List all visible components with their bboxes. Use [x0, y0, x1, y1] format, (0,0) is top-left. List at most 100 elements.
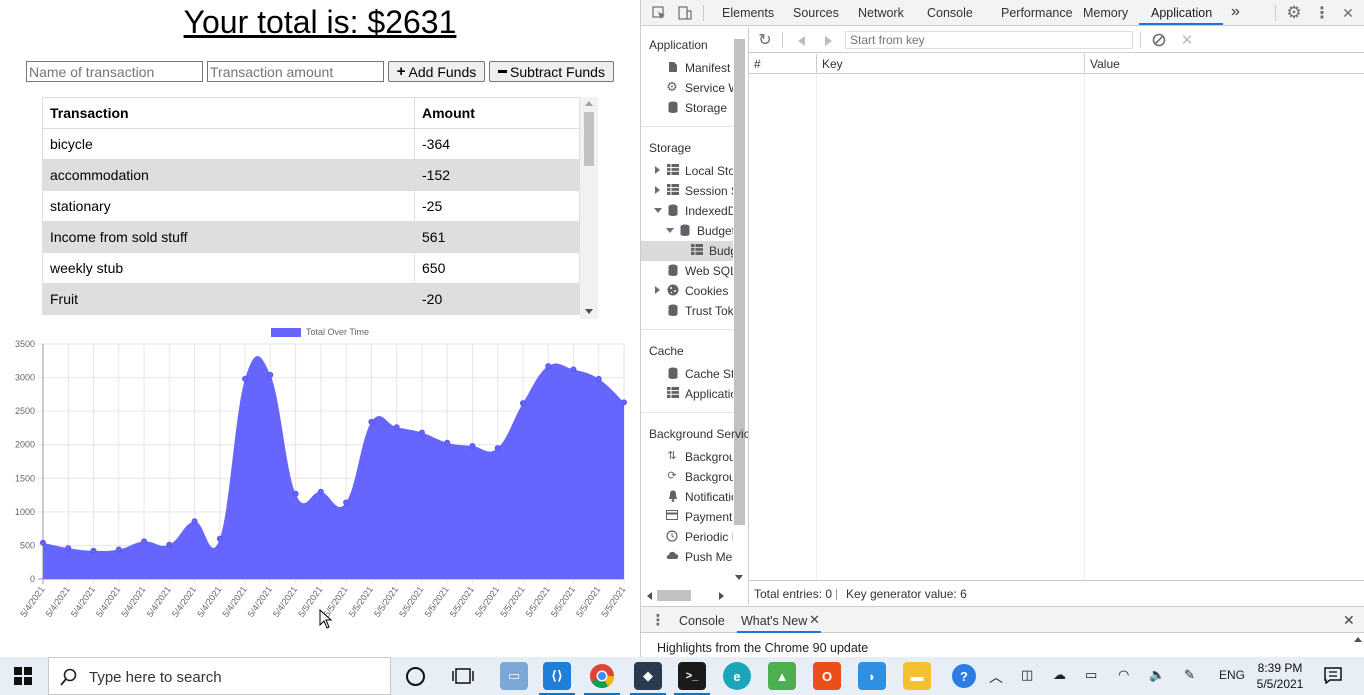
- expand-arrow-icon[interactable]: [655, 286, 660, 294]
- tab-network[interactable]: Network: [858, 6, 904, 20]
- sidebar-item-service-workers[interactable]: ⚙ Service Workers: [641, 78, 733, 98]
- tab-performance[interactable]: Performance: [1001, 6, 1073, 20]
- tab-sources[interactable]: Sources: [793, 6, 839, 20]
- sidebar-item-web-sql[interactable]: Web SQL: [641, 261, 733, 281]
- toolbar-divider: [782, 32, 783, 48]
- sidebar-item-periodic-background-sync[interactable]: Periodic Background Sync: [641, 527, 733, 547]
- refresh-icon[interactable]: ↻: [758, 32, 772, 49]
- sidebar-scrollbar[interactable]: [733, 39, 745, 525]
- chrome-icon[interactable]: [589, 663, 615, 689]
- sidebar-item-local-storage[interactable]: Local Storage: [641, 161, 733, 181]
- scroll-up-arrow-icon[interactable]: [585, 101, 593, 106]
- task-view-icon[interactable]: [452, 667, 474, 685]
- next-page-icon[interactable]: [825, 36, 832, 46]
- collapse-arrow-icon[interactable]: [666, 228, 674, 233]
- taskbar-clock[interactable]: 8:39 PM 5/5/2021: [1250, 660, 1310, 692]
- sidebar-item-cache-storage[interactable]: Cache Storage: [641, 364, 733, 384]
- scroll-down-arrow-icon[interactable]: [585, 309, 593, 314]
- sidebar-item-background-sync[interactable]: ⟳ Background Sync: [641, 467, 733, 487]
- sidebar-item-background-fetch[interactable]: ⇅ Background Fetch: [641, 447, 733, 467]
- column-divider[interactable]: [816, 54, 817, 74]
- clear-object-store-icon[interactable]: [1149, 30, 1169, 50]
- shield-app-icon[interactable]: ◗: [858, 662, 886, 690]
- sidebar-item-storage[interactable]: Storage: [641, 98, 733, 118]
- more-tabs-icon[interactable]: »: [1231, 3, 1240, 20]
- tab-memory[interactable]: Memory: [1083, 6, 1129, 20]
- scroll-right-arrow-icon[interactable]: [719, 592, 724, 600]
- close-tab-icon[interactable]: ✕: [809, 612, 820, 627]
- desktop-app-icon[interactable]: ▭: [500, 662, 528, 690]
- tab-console[interactable]: Console: [927, 6, 973, 20]
- delete-selected-icon[interactable]: ✕: [1180, 32, 1194, 49]
- sidebar-item-budget-store[interactable]: BudgetStore: [641, 241, 733, 261]
- collapse-arrow-icon[interactable]: [654, 208, 662, 213]
- column-header-key[interactable]: Key: [822, 57, 843, 71]
- drawer-tab-console[interactable]: Console: [679, 614, 725, 628]
- start-from-key-input[interactable]: [845, 31, 1133, 49]
- sidebar-item-budget-db[interactable]: Budget: [641, 221, 733, 241]
- settings-gear-icon[interactable]: ⚙: [1286, 3, 1302, 22]
- inspect-element-icon[interactable]: [650, 4, 668, 22]
- notifications-icon[interactable]: [1324, 667, 1342, 685]
- scroll-left-arrow-icon[interactable]: [647, 592, 652, 600]
- windows-start-icon[interactable]: [14, 667, 32, 685]
- file-explorer-icon[interactable]: ▬: [903, 662, 931, 690]
- language-indicator[interactable]: ENG: [1219, 668, 1246, 682]
- column-header-value[interactable]: Value: [1090, 57, 1120, 71]
- close-drawer-icon[interactable]: ✕: [1343, 612, 1355, 628]
- close-devtools-icon[interactable]: ✕: [1342, 4, 1354, 21]
- cloud-sync-icon[interactable]: ☁: [1053, 667, 1066, 682]
- show-hidden-icons-icon[interactable]: ︿: [989, 669, 1003, 685]
- drawer-tab-whats-new[interactable]: What's New: [741, 614, 808, 628]
- terminal-icon[interactable]: >_: [678, 662, 706, 690]
- scroll-down-arrow-icon[interactable]: [735, 575, 743, 580]
- sidebar-item-manifest[interactable]: Manifest: [641, 58, 733, 78]
- legend-swatch[interactable]: [271, 328, 301, 337]
- transaction-name-input[interactable]: [26, 61, 203, 82]
- scrollbar-thumb[interactable]: [734, 39, 745, 525]
- meet-now-icon[interactable]: ◫: [1021, 667, 1034, 682]
- add-funds-button[interactable]: + Add Funds: [388, 61, 485, 82]
- application-sidebar: Application Manifest ⚙ Service Workers S…: [641, 27, 749, 605]
- office-icon[interactable]: O: [813, 662, 841, 690]
- tab-application[interactable]: Application: [1151, 6, 1213, 20]
- battery-icon[interactable]: ▭: [1085, 667, 1098, 682]
- help-icon[interactable]: ?: [952, 664, 976, 688]
- sidebar-horizontal-scrollbar[interactable]: [641, 587, 733, 603]
- legend-label[interactable]: Total Over Time: [306, 327, 369, 337]
- sidebar-item-push-messaging[interactable]: Push Messaging: [641, 547, 733, 567]
- sidebar-item-payment-handler[interactable]: Payment Handler: [641, 507, 733, 527]
- pen-icon[interactable]: ✎: [1184, 667, 1195, 682]
- expand-arrow-icon[interactable]: [655, 166, 660, 174]
- sidebar-item-trust-tokens[interactable]: Trust Tokens: [641, 301, 733, 321]
- transaction-amount-input[interactable]: [207, 61, 384, 82]
- table-scrollbar[interactable]: [580, 97, 598, 319]
- device-toolbar-icon[interactable]: [676, 4, 694, 22]
- sidebar-item-session-storage[interactable]: Session Storage: [641, 181, 733, 201]
- sidebar-item-cookies[interactable]: Cookies: [641, 281, 733, 301]
- sidebar-item-label: Periodic Background Sync: [685, 530, 733, 544]
- wifi-icon[interactable]: ◠: [1118, 667, 1130, 682]
- expand-arrow-icon[interactable]: [655, 186, 660, 194]
- scroll-up-arrow-icon[interactable]: [1354, 637, 1362, 642]
- tab-elements[interactable]: Elements: [722, 6, 775, 20]
- subtract-funds-button[interactable]: Subtract Funds: [489, 61, 614, 82]
- scrollbar-thumb[interactable]: [584, 112, 594, 166]
- sidebar-item-application-cache[interactable]: Application Cache: [641, 384, 733, 404]
- cortana-icon[interactable]: [406, 667, 425, 686]
- sidebar-item-indexeddb[interactable]: IndexedDB: [641, 201, 733, 221]
- taskbar-search-box[interactable]: Type here to search: [48, 657, 391, 695]
- sidebar-item-notifications[interactable]: Notifications: [641, 487, 733, 507]
- column-divider[interactable]: [1084, 54, 1085, 74]
- edge-icon[interactable]: e: [723, 662, 751, 690]
- drawer-menu-icon[interactable]: ⋮: [650, 612, 666, 629]
- customize-menu-icon[interactable]: ⋮: [1314, 5, 1330, 22]
- previous-page-icon[interactable]: [798, 36, 805, 46]
- rocket-app-icon[interactable]: ▲: [768, 662, 796, 690]
- git-app-icon[interactable]: ◆: [634, 662, 662, 690]
- column-header-index[interactable]: #: [754, 57, 761, 71]
- volume-icon[interactable]: 🔈: [1149, 667, 1166, 682]
- scrollbar-thumb[interactable]: [657, 590, 691, 601]
- vscode-icon[interactable]: ⟨⟩: [543, 662, 571, 690]
- running-indicator: [584, 693, 620, 695]
